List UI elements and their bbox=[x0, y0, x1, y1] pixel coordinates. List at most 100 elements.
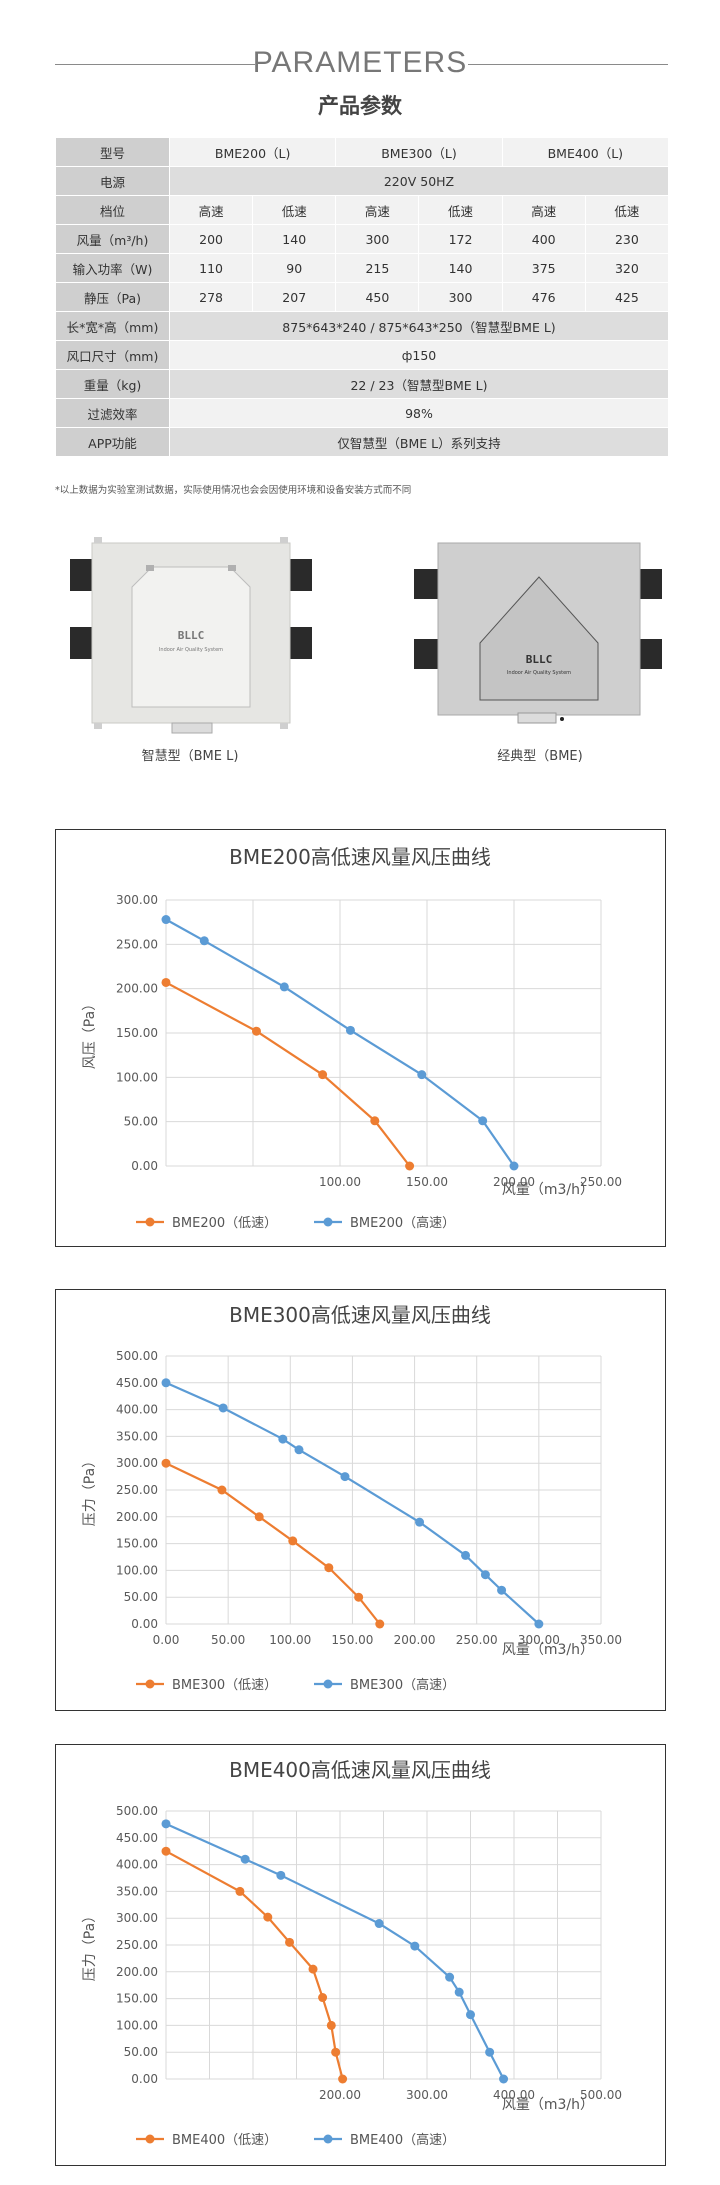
cell-value: 仅智慧型（BME L）系列支持 bbox=[169, 427, 669, 457]
product-caption: 经典型（BME) bbox=[497, 749, 583, 764]
y-axis-label: 压力（Pa） bbox=[82, 1909, 98, 1981]
legend-marker bbox=[323, 1679, 333, 1689]
data-point bbox=[480, 1570, 490, 1580]
cell-value: 90 bbox=[252, 253, 337, 283]
x-tick-label: 0.00 bbox=[153, 1633, 180, 1647]
data-point bbox=[217, 1485, 227, 1495]
data-point bbox=[354, 1592, 364, 1602]
y-tick-label: 350.00 bbox=[116, 1884, 158, 1898]
y-tick-label: 150.00 bbox=[116, 1026, 158, 1040]
x-tick-label: 150.00 bbox=[331, 1633, 373, 1647]
footnote: *以上数据为实验室测试数据，实际使用情况也会会因使用环境和设备安装方式而不同 bbox=[55, 485, 412, 496]
product-logo-text: Indoor Air Quality System bbox=[507, 670, 571, 676]
data-point bbox=[340, 1472, 350, 1482]
cell-label: 输入功率（W) bbox=[55, 253, 170, 283]
data-point bbox=[161, 915, 171, 925]
legend-marker bbox=[145, 2134, 155, 2144]
cell-value: 高速 bbox=[501, 195, 586, 225]
y-tick-label: 500.00 bbox=[116, 1349, 158, 1363]
cell-value: 400 bbox=[501, 224, 586, 254]
data-point bbox=[405, 1161, 415, 1171]
title-en: PARAMETERS bbox=[252, 46, 468, 79]
cell-value: 172 bbox=[418, 224, 503, 254]
x-axis-label: 风量（m3/h） bbox=[502, 1182, 594, 1198]
y-axis-label: 风压（Pa） bbox=[82, 997, 98, 1069]
legend-label: BME300（高速） bbox=[350, 1677, 455, 1693]
table-row-input-power: 输入功率（W) 110 90 215 140 375 320 bbox=[55, 253, 670, 283]
data-point bbox=[161, 1378, 171, 1388]
legend-entry: BME200（高速） bbox=[314, 1215, 455, 1231]
cell-value: 140 bbox=[252, 224, 337, 254]
data-point bbox=[417, 1070, 427, 1080]
data-point bbox=[240, 1854, 250, 1864]
legend-marker bbox=[323, 2134, 333, 2144]
cell-value: 207 bbox=[252, 282, 337, 312]
table-row-airflow: 风量（m³/h) 200 140 300 172 400 230 bbox=[55, 224, 670, 254]
chart-bme400-svg: BME400高低速风量风压曲线 0.00 50.00 100.00 150.00 200.… bbox=[82, 1758, 622, 2148]
data-point bbox=[454, 1987, 464, 1997]
data-point bbox=[497, 1585, 507, 1595]
data-point bbox=[318, 1070, 328, 1080]
table-row-filter-efficiency: 过滤效率 98% bbox=[55, 398, 669, 428]
data-point bbox=[308, 1964, 318, 1974]
cell-value: 215 bbox=[335, 253, 420, 283]
cell-label: 重量（kg) bbox=[55, 369, 170, 399]
legend-marker bbox=[323, 1217, 333, 1227]
data-point bbox=[254, 1512, 264, 1522]
data-point bbox=[279, 982, 289, 992]
title-cn: 产品参数 bbox=[318, 94, 402, 118]
y-tick-label: 100.00 bbox=[116, 2018, 158, 2032]
data-point bbox=[161, 1819, 171, 1829]
legend-entry: BME400（低速） bbox=[136, 2133, 277, 2148]
legend-label: BME400（高速） bbox=[350, 2132, 455, 2148]
cell-value: 450 bbox=[335, 282, 420, 312]
x-tick-label: 300.00 bbox=[406, 2088, 448, 2102]
legend-marker bbox=[145, 1679, 155, 1689]
product-classic: BLLC Indoor Air Quality System 经典型（BME) bbox=[410, 535, 670, 765]
table-row-app-function: APP功能 仅智慧型（BME L）系列支持 bbox=[55, 427, 669, 457]
table-row-weight: 重量（kg) 22 / 23（智慧型BME L) bbox=[55, 369, 669, 399]
chart-title: BME400高低速风量风压曲线 bbox=[229, 1758, 491, 1782]
y-tick-label: 50.00 bbox=[124, 1590, 158, 1604]
svg-text:BLLC: BLLC bbox=[526, 653, 553, 666]
cell-value: 110 bbox=[168, 253, 254, 283]
cell-value: 低速 bbox=[418, 195, 503, 225]
data-point bbox=[326, 2020, 336, 2030]
y-tick-label: 50.00 bbox=[124, 1115, 158, 1129]
table-row-dimensions: 长*宽*高（mm) 875*643*240 / 875*643*250（智慧型B… bbox=[55, 311, 669, 341]
cell-label: 静压（Pa) bbox=[55, 282, 170, 312]
cell-value: 140 bbox=[418, 253, 503, 283]
cell-value: ф150 bbox=[169, 340, 669, 370]
cell-label: 过滤效率 bbox=[55, 398, 170, 428]
data-point bbox=[161, 1846, 171, 1856]
cell-value: 200 bbox=[168, 224, 254, 254]
svg-text:BLLC: BLLC bbox=[178, 629, 205, 642]
x-tick-label: 50.00 bbox=[211, 1633, 245, 1647]
chart-title: BME200高低速风量风压曲线 bbox=[229, 845, 491, 869]
data-point bbox=[318, 1993, 328, 2003]
y-axis-label: 压力（Pa） bbox=[82, 1454, 98, 1526]
data-point bbox=[485, 2047, 495, 2057]
chart-bme300-svg: BME300高低速风量风压曲线 0.00 50.00 100.00 150.00 200.… bbox=[82, 1303, 622, 1693]
chart-bme400: BME400高低速风量风压曲线 0.00 50.00 100.00 150.00 200.… bbox=[55, 1744, 666, 2166]
x-tick-label: 100.00 bbox=[269, 1633, 311, 1647]
cell-value: 低速 bbox=[252, 195, 337, 225]
data-point bbox=[276, 1870, 286, 1880]
cell-value: 875*643*240 / 875*643*250（智慧型BME L) bbox=[169, 311, 669, 341]
x-axis-label: 风量（m3/h） bbox=[502, 1642, 594, 1658]
legend-entry: BME300（低速） bbox=[136, 1678, 277, 1693]
cell-value: 230 bbox=[584, 224, 670, 254]
legend-label: BME200（低速） bbox=[172, 1216, 277, 1231]
cell-model: BME200（L) bbox=[168, 137, 337, 167]
y-tick-label: 500.00 bbox=[116, 1804, 158, 1818]
table-row-static-pressure: 静压（Pa) 278 207 450 300 476 425 bbox=[55, 282, 670, 312]
data-point bbox=[478, 1116, 488, 1126]
data-point bbox=[509, 1161, 519, 1171]
header-divider-right bbox=[468, 64, 668, 65]
x-tick-label: 150.00 bbox=[406, 1175, 448, 1189]
y-tick-label: 200.00 bbox=[116, 982, 158, 996]
legend-entry: BME400（高速） bbox=[314, 2132, 455, 2148]
cell-value: 低速 bbox=[584, 195, 670, 225]
chart-bme200-svg: BME200高低速风量风压曲线 0.00 50.00 100.00 150.00 200.… bbox=[82, 845, 622, 1231]
data-point bbox=[338, 2074, 348, 2084]
